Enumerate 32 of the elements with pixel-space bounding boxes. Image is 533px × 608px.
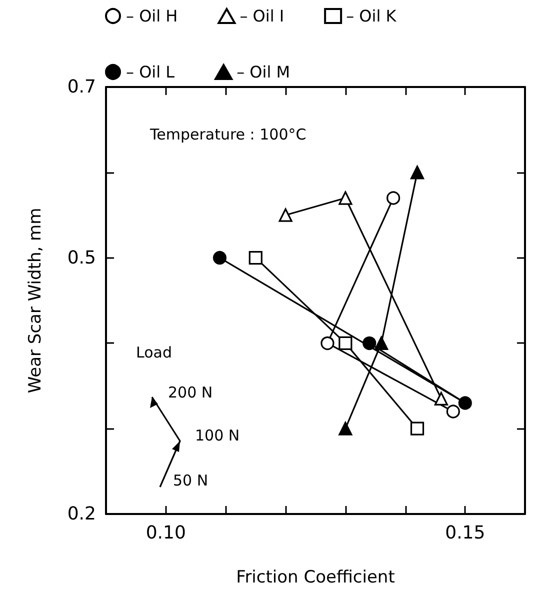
annotation: 50 N bbox=[173, 472, 208, 490]
annotation: 100 N bbox=[195, 426, 240, 444]
legend-label: – Oil L bbox=[126, 62, 175, 82]
legend-label: – Oil H bbox=[126, 6, 178, 26]
point bbox=[320, 336, 334, 350]
legend-label: – Oil M bbox=[236, 62, 290, 82]
point bbox=[374, 336, 388, 350]
x-tick-label: 0.10 bbox=[146, 522, 186, 544]
annotation: 200 N bbox=[168, 384, 213, 402]
point bbox=[278, 208, 292, 222]
x-axis-title: Friction Coefficient bbox=[236, 568, 396, 588]
point bbox=[434, 392, 448, 406]
annotation: Load bbox=[136, 344, 172, 362]
legend-label: – Oil K bbox=[346, 6, 397, 26]
point bbox=[212, 251, 227, 265]
point bbox=[338, 191, 352, 205]
legend-label: – Oil I bbox=[240, 6, 284, 26]
y-axis-title: Wear Scar Width, mm bbox=[26, 208, 46, 394]
y-tick-label: 0.2 bbox=[67, 504, 96, 524]
point bbox=[248, 251, 262, 265]
point bbox=[446, 404, 460, 418]
point bbox=[338, 336, 352, 350]
point bbox=[458, 396, 472, 410]
point bbox=[410, 166, 424, 180]
annotation: Temperature : 100°C bbox=[149, 126, 306, 144]
point bbox=[362, 336, 376, 350]
point bbox=[410, 422, 424, 436]
point bbox=[338, 422, 352, 436]
y-tick-label: 0.5 bbox=[67, 247, 96, 268]
point bbox=[386, 191, 400, 205]
y-tick-label: 0.7 bbox=[67, 76, 96, 98]
x-tick-label: 0.15 bbox=[445, 522, 486, 544]
